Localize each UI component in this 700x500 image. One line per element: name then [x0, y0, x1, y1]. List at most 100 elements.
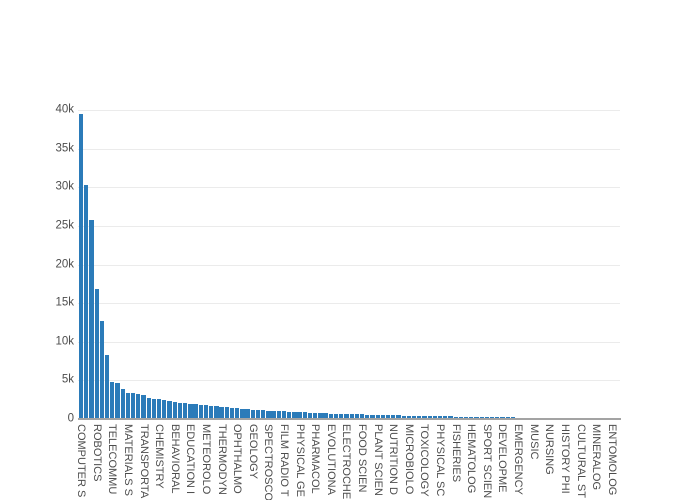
bar[interactable]	[469, 416, 474, 418]
bar[interactable]	[323, 413, 328, 418]
bar[interactable]	[437, 416, 443, 418]
y-tick-label: 35k	[55, 142, 74, 155]
bar[interactable]	[198, 404, 203, 418]
bar[interactable]	[162, 400, 167, 418]
bar[interactable]	[396, 415, 401, 418]
bar[interactable]	[453, 416, 458, 418]
bar[interactable]	[240, 408, 245, 418]
bar[interactable]	[385, 415, 391, 418]
bar[interactable]	[443, 416, 448, 418]
bar[interactable]	[333, 413, 339, 418]
x-tick-label: MINERALOG	[590, 424, 603, 491]
bar[interactable]	[167, 401, 172, 418]
bar[interactable]	[313, 412, 318, 418]
bar[interactable]	[235, 408, 240, 418]
bar[interactable]	[157, 399, 162, 418]
bar[interactable]	[287, 411, 292, 418]
bar[interactable]	[339, 413, 344, 418]
bar[interactable]	[307, 412, 313, 418]
bar[interactable]	[136, 394, 141, 418]
x-tick-label: TOXICOLOGY	[418, 424, 431, 497]
bar[interactable]	[105, 354, 110, 418]
bar[interactable]	[432, 416, 437, 418]
bar[interactable]	[245, 409, 250, 418]
bar[interactable]	[183, 403, 188, 418]
bar[interactable]	[448, 416, 453, 418]
bar[interactable]	[479, 417, 484, 418]
bar[interactable]	[365, 414, 370, 418]
bar[interactable]	[172, 401, 177, 418]
x-tick-label: TELECOMMU	[106, 424, 119, 495]
bar[interactable]	[209, 405, 214, 418]
bar[interactable]	[276, 411, 281, 418]
bar[interactable]	[463, 416, 469, 418]
bar[interactable]	[84, 184, 89, 418]
bar[interactable]	[505, 417, 510, 418]
bar[interactable]	[261, 410, 266, 418]
bar[interactable]	[349, 414, 354, 418]
bar[interactable]	[401, 415, 406, 418]
bar[interactable]	[422, 415, 427, 418]
bar[interactable]	[458, 416, 463, 418]
bar[interactable]	[99, 320, 105, 418]
x-tick-label: HEMATOLOG	[465, 424, 478, 494]
bar[interactable]	[380, 415, 385, 418]
bar[interactable]	[344, 413, 349, 418]
bar[interactable]	[219, 406, 224, 418]
bar[interactable]	[255, 409, 261, 418]
bar[interactable]	[193, 404, 198, 418]
bar[interactable]	[292, 411, 297, 418]
bar[interactable]	[417, 415, 422, 418]
y-tick-label: 25k	[55, 219, 74, 232]
x-tick-label: HISTORY PHI	[558, 424, 571, 494]
bar[interactable]	[318, 413, 323, 418]
x-tick-label: MUSIC	[527, 424, 540, 460]
bar[interactable]	[250, 409, 255, 418]
bar[interactable]	[266, 410, 271, 418]
bar[interactable]	[427, 415, 432, 418]
bar[interactable]	[328, 413, 333, 418]
bar[interactable]	[370, 414, 375, 418]
bar[interactable]	[297, 412, 302, 418]
bar[interactable]	[125, 392, 131, 418]
bar[interactable]	[354, 414, 359, 418]
y-gridline-30k	[78, 187, 620, 188]
bar[interactable]	[214, 406, 219, 418]
bar[interactable]	[151, 398, 157, 418]
bar[interactable]	[146, 397, 151, 418]
bar[interactable]	[411, 415, 417, 418]
bar[interactable]	[110, 382, 115, 418]
bar[interactable]	[89, 220, 94, 418]
x-tick-label: ELECTROCHE	[340, 424, 353, 500]
bar[interactable]	[120, 389, 125, 418]
bar[interactable]	[115, 383, 120, 418]
bar[interactable]	[474, 416, 479, 418]
bar[interactable]	[177, 402, 183, 418]
y-gridline-15k	[78, 303, 620, 304]
bar[interactable]	[484, 417, 490, 418]
bar[interactable]	[281, 411, 287, 418]
x-tick-label: ENTOMOLOG	[605, 424, 618, 496]
bar[interactable]	[489, 417, 495, 418]
bar[interactable]	[131, 393, 136, 418]
bar[interactable]	[406, 415, 411, 418]
bar[interactable]	[375, 414, 380, 418]
bar[interactable]	[510, 417, 516, 418]
bar[interactable]	[359, 414, 365, 418]
bar[interactable]	[79, 114, 84, 418]
bar[interactable]	[302, 412, 307, 418]
bar[interactable]	[500, 417, 505, 418]
y-gridline-35k	[78, 149, 620, 150]
x-tick-label: ROBOTICS	[90, 424, 103, 482]
bar[interactable]	[515, 417, 521, 418]
bar[interactable]	[203, 405, 209, 418]
bar[interactable]	[141, 394, 146, 418]
bar[interactable]	[188, 403, 193, 418]
bar[interactable]	[495, 417, 500, 418]
bar[interactable]	[224, 407, 229, 418]
x-tick-label: MICROBIOLO	[402, 424, 415, 495]
bar[interactable]	[391, 415, 396, 418]
bar[interactable]	[94, 288, 99, 418]
bar[interactable]	[229, 407, 235, 418]
bar[interactable]	[271, 410, 276, 418]
